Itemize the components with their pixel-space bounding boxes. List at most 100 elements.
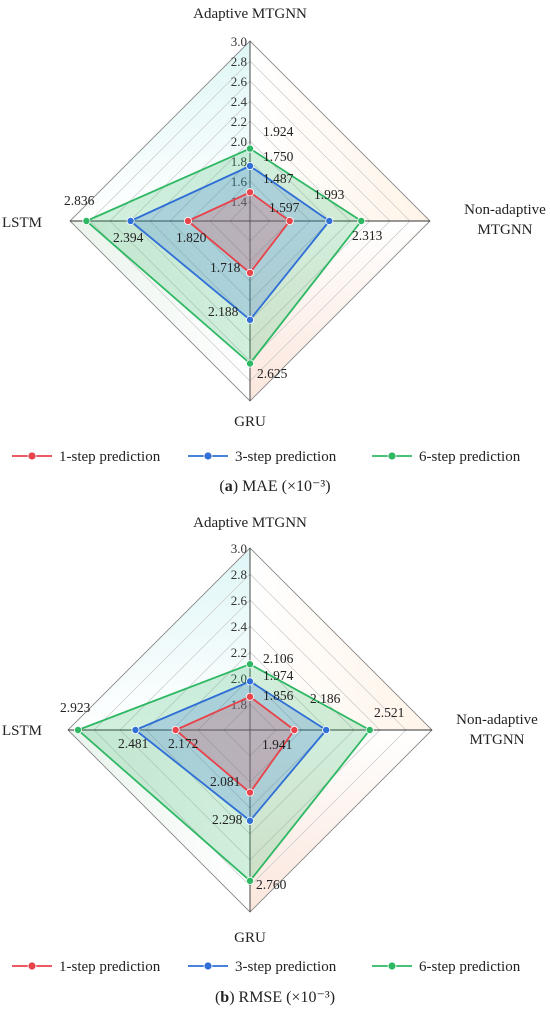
data-point — [245, 188, 254, 197]
data-label: 2.923 — [60, 700, 91, 715]
caption-text: RMSE (×10⁻³) — [235, 989, 336, 1006]
data-label: 1.820 — [176, 230, 207, 245]
caption-letter: a — [225, 478, 233, 495]
legend-label: 3-step prediction — [235, 449, 337, 465]
tick-label: 2.0 — [231, 134, 247, 149]
data-point — [245, 692, 254, 701]
legend-label: 6-step prediction — [419, 449, 521, 465]
tick-label: 1.4 — [231, 194, 248, 209]
axis-label-line: LSTM — [2, 215, 42, 231]
data-label: 2.760 — [256, 877, 287, 892]
caption-paren-close: ) — [233, 478, 238, 495]
caption-paren-open: ( — [215, 989, 220, 1006]
data-point — [357, 216, 366, 225]
axis-label: GRU — [234, 414, 266, 430]
data-label: 2.081 — [210, 774, 240, 789]
data-point — [245, 677, 254, 686]
data-label: 1.941 — [262, 737, 292, 752]
data-label: 1.856 — [263, 688, 294, 703]
legend: 1-step prediction 3-step prediction 6-step… — [12, 449, 521, 465]
axis-label: Non-adaptive MTGNN — [464, 202, 546, 238]
data-label: 1.487 — [263, 171, 294, 186]
legend-label: 1-step prediction — [59, 449, 161, 465]
data-point — [245, 161, 254, 170]
axis-label-line: LSTM — [2, 723, 42, 739]
tick-label: 2.0 — [231, 671, 247, 686]
data-label: 2.172 — [168, 736, 198, 751]
tick-label: 3.0 — [231, 541, 247, 556]
radar-chart-rmse: 1.82.02.22.42.62.83.01.8561.9412.0812.17… — [2, 515, 538, 1006]
legend-marker — [387, 961, 397, 971]
data-point — [245, 816, 254, 825]
axis-label: Adaptive MTGNN — [193, 6, 307, 22]
data-label: 1.924 — [263, 124, 294, 139]
data-point — [245, 876, 254, 885]
legend-marker — [27, 451, 37, 461]
data-point — [245, 144, 254, 153]
legend-label: 1-step prediction — [59, 959, 161, 975]
figure-caption: (b) RMSE (×10⁻³) — [215, 989, 335, 1006]
legend: 1-step prediction 3-step prediction 6-step… — [12, 959, 521, 975]
data-point — [245, 788, 254, 797]
data-point — [171, 726, 180, 735]
legend-marker — [27, 961, 37, 971]
data-point — [183, 216, 192, 225]
data-label: 1.718 — [210, 260, 241, 275]
legend-marker — [203, 451, 213, 461]
caption-letter: b — [220, 989, 229, 1006]
data-label: 2.186 — [310, 691, 341, 706]
data-point — [245, 315, 254, 324]
data-label: 2.836 — [64, 193, 95, 208]
data-point — [131, 726, 140, 735]
tick-label: 3.0 — [231, 34, 247, 49]
tick-label: 2.8 — [231, 567, 247, 582]
data-label: 2.481 — [118, 736, 148, 751]
tick-label: 1.8 — [231, 154, 247, 169]
data-label: 1.597 — [269, 200, 300, 215]
data-point — [245, 660, 254, 669]
axis-label-line: GRU — [234, 930, 266, 946]
axis-label: Non-adaptive MTGNN — [456, 712, 538, 748]
legend-label: 6-step prediction — [419, 959, 521, 975]
data-point — [365, 726, 374, 735]
data-label: 2.188 — [208, 304, 239, 319]
axis-label-line: MTGNN — [478, 222, 533, 238]
caption-text: MAE (×10⁻³) — [238, 478, 330, 495]
caption-paren-close: ) — [229, 989, 234, 1006]
axis-label-line: Adaptive MTGNN — [193, 6, 307, 22]
legend-marker — [203, 961, 213, 971]
axis-label: LSTM — [2, 215, 42, 231]
data-label: 1.750 — [263, 149, 294, 164]
figure-caption: (a) MAE (×10⁻³) — [219, 478, 330, 495]
data-label: 2.298 — [212, 812, 243, 827]
data-point — [290, 726, 299, 735]
axis-label: Adaptive MTGNN — [193, 515, 307, 531]
data-label: 1.993 — [314, 187, 345, 202]
data-label: 2.394 — [113, 230, 144, 245]
axis-label-line: Adaptive MTGNN — [193, 515, 307, 531]
axis-label-line: GRU — [234, 414, 266, 430]
data-point — [245, 268, 254, 277]
axis-label: GRU — [234, 930, 266, 946]
data-label: 2.106 — [263, 651, 294, 666]
axis-label-line: Non-adaptive — [464, 202, 546, 218]
data-point — [126, 216, 135, 225]
data-point — [285, 216, 294, 225]
data-label: 2.313 — [352, 228, 383, 243]
data-point — [322, 726, 331, 735]
caption-paren-open: ( — [219, 478, 224, 495]
data-label: 2.625 — [257, 366, 288, 381]
data-label: 1.974 — [263, 668, 294, 683]
axis-label: LSTM — [2, 723, 42, 739]
data-label: 2.521 — [374, 705, 404, 720]
tick-label: 2.2 — [231, 645, 247, 660]
tick-label: 2.6 — [231, 593, 248, 608]
tick-label: 2.4 — [231, 94, 248, 109]
tick-label: 2.8 — [231, 54, 247, 69]
data-point — [245, 359, 254, 368]
tick-label: 1.6 — [231, 174, 248, 189]
tick-label: 2.4 — [231, 619, 248, 634]
axis-label-line: MTGNN — [470, 732, 525, 748]
tick-label: 2.6 — [231, 74, 248, 89]
